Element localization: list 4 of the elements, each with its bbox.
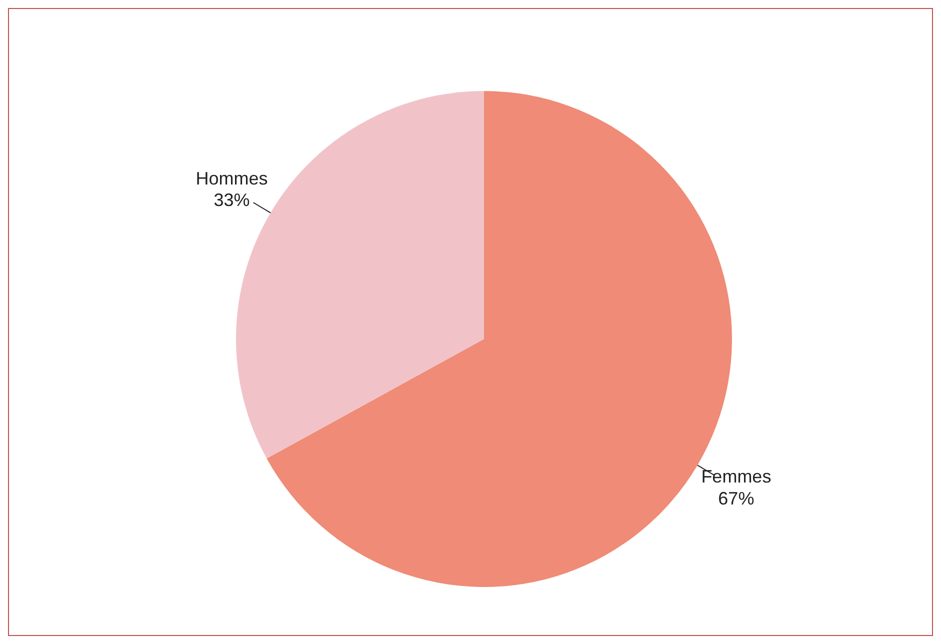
slice-label: Hommes bbox=[196, 168, 268, 188]
slice-label: Femmes bbox=[701, 466, 772, 487]
data-label: 33% bbox=[214, 190, 250, 210]
data-label: 67% bbox=[718, 488, 754, 508]
